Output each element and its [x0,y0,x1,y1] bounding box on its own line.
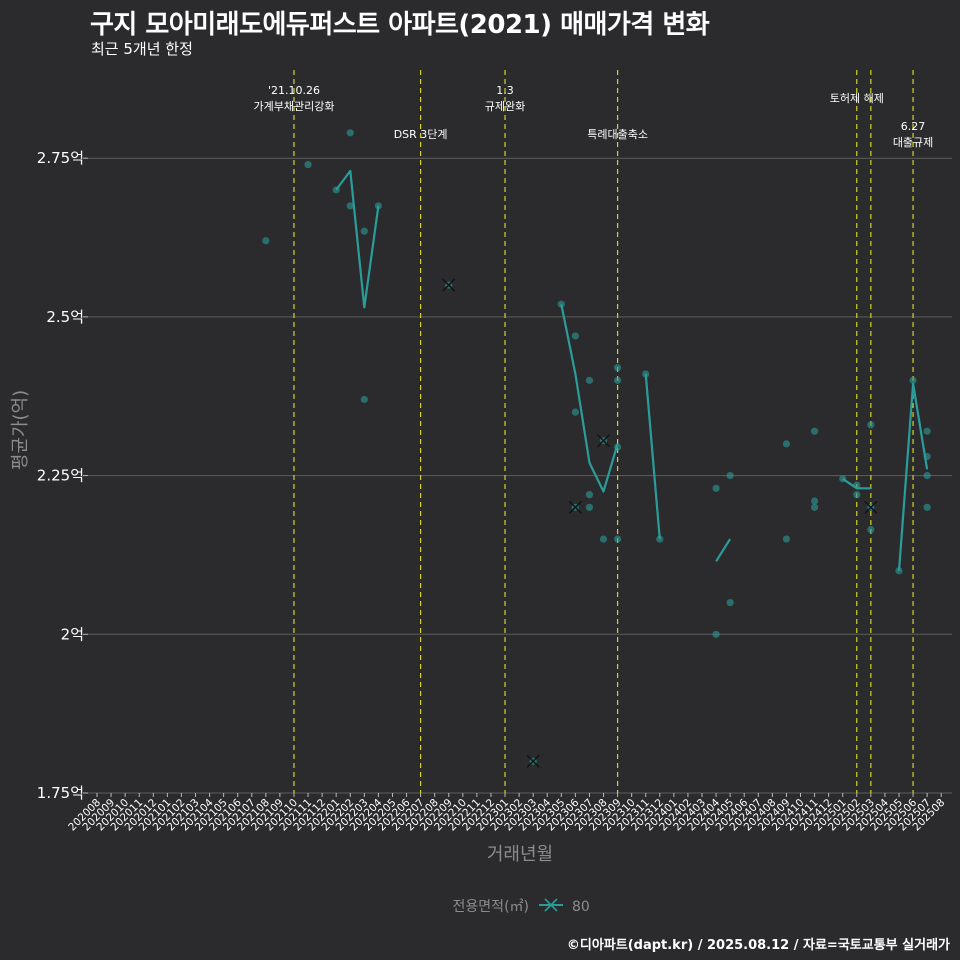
data-point [712,630,720,638]
data-point [585,503,594,511]
data-point [853,491,861,499]
data-point [585,491,594,499]
data-point [712,484,720,492]
data-point [782,535,791,543]
data-point [304,160,312,169]
data-point [613,443,622,451]
data-point [867,525,875,534]
legend-entry-label: 80 [572,899,590,915]
data-point [374,202,382,210]
data-point [810,497,819,505]
cross-marker [597,434,611,448]
data-point [923,503,931,511]
cross-marker [526,754,540,768]
event-label: 대출규제 [893,136,933,149]
data-point [585,376,594,384]
data-point [571,408,579,416]
event-label: 1.3 [496,84,514,97]
event-label: 규제완화 [485,100,525,113]
data-point [571,332,579,340]
series-lines [335,169,929,571]
y-tick-label: 2억 [61,625,84,643]
data-point [923,452,931,461]
cross-stroke [864,500,878,514]
cross-marker [568,500,582,514]
y-axis-title: 평균가(억) [10,390,31,470]
event-label: DSR 3단계 [394,128,448,141]
data-point [810,503,819,511]
data-point [867,421,875,429]
grid-layer [88,157,952,794]
data-point [810,427,819,435]
data-point [346,129,354,137]
y-tick-label: 2.25억 [37,467,84,485]
data-point [557,300,565,308]
data-point [895,567,903,575]
data-point [782,440,791,448]
data-point [923,472,931,480]
series-line [644,373,661,540]
data-point [853,481,861,489]
data-point [642,370,650,378]
event-label: '21.10.26 [268,84,320,97]
data-point [332,186,340,194]
legend-cross-swatch [544,898,558,912]
axis-layer: 1.75억2억2.25억2.5억2.75억2020082020092020102… [10,149,947,865]
legend: 전용면적(㎡) 80 [453,898,590,915]
event-label: 토허제 해제 [830,91,884,105]
data-point [909,376,917,384]
x-axis-title: 거래년월 [487,844,553,865]
data-point [613,364,622,372]
event-label: 가계부채관리강화 [253,100,334,113]
data-point [599,535,608,543]
data-point [262,237,270,245]
data-point [360,227,368,235]
data-point [726,598,734,607]
legend-title: 전용면적(㎡) [453,899,529,915]
y-tick-label: 2.5억 [46,308,84,326]
series-line [715,538,732,562]
chart-subtitle: 최근 5개년 한정 [91,40,193,58]
cross-stroke [526,754,540,768]
cross-stroke [568,500,582,514]
data-point [839,475,847,483]
event-label: 특례대출축소 [587,128,648,141]
series-line [335,169,380,309]
data-point [613,376,622,384]
y-tick-label: 2.75억 [37,149,84,167]
chart-title: 구지 모아미래도에듀퍼스트 아파트(2021) 매매가격 변화 [90,10,710,40]
series-points [262,129,931,768]
data-point [656,535,664,543]
data-point [613,535,622,543]
data-credit: ©디아파트(dapt.kr) / 2025.08.12 / 자료=국토교통부 실… [566,938,950,953]
cross-stroke [442,278,456,292]
series-line [560,303,619,493]
data-point [923,427,931,435]
data-point [346,202,354,210]
event-label: 6.27 [901,120,926,133]
y-tick-label: 1.75억 [37,784,84,802]
data-point [360,395,368,404]
data-point [726,472,734,480]
cross-stroke [597,434,611,448]
cross-marker [442,278,456,292]
cross-marker [864,500,878,514]
